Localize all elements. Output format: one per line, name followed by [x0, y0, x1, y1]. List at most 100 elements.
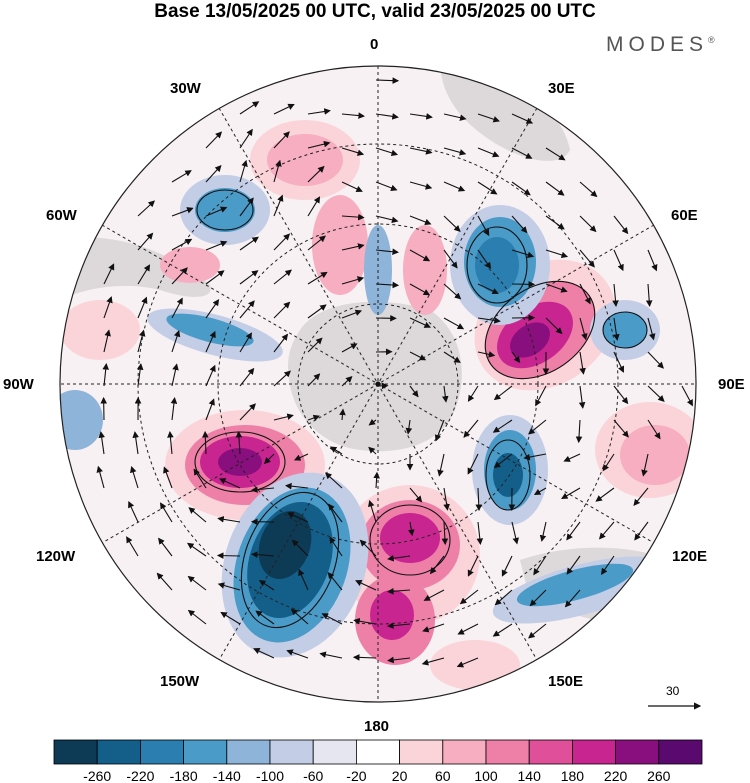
wind-vector — [511, 249, 535, 258]
wind-vector — [647, 317, 656, 341]
lon-label-120e: 120E — [672, 548, 708, 565]
wind-vector — [171, 267, 188, 285]
wind-vector — [405, 419, 413, 435]
lon-label-120w: 120W — [36, 548, 76, 565]
wind-vector — [273, 301, 291, 319]
wind-vector — [137, 296, 148, 319]
wind-vector — [368, 499, 377, 523]
wind-vector — [492, 419, 513, 433]
wind-vector — [602, 453, 615, 472]
wind-vector — [239, 270, 259, 285]
wind-vector — [307, 140, 331, 149]
lon-label-60w: 60W — [46, 207, 77, 224]
wind-vector — [579, 351, 586, 375]
wind-vector — [156, 572, 173, 591]
wind-vector — [545, 215, 565, 230]
africa-land — [440, 66, 570, 161]
wind-vector — [341, 376, 353, 387]
wind-vector — [341, 309, 363, 319]
wind-vector — [126, 536, 139, 557]
wind-vector — [167, 431, 174, 455]
wind-vector — [307, 337, 323, 353]
wind-vector — [409, 181, 433, 190]
wind-vector — [437, 453, 445, 477]
wind-vector — [578, 385, 586, 409]
wind-vector — [409, 215, 432, 226]
wind-vector — [566, 521, 581, 541]
wind-vector — [375, 215, 399, 224]
wind-vector — [511, 521, 519, 545]
wind-vector — [613, 215, 629, 235]
wind-vector — [511, 113, 534, 124]
wind-vector — [443, 249, 458, 269]
wind-vector — [328, 503, 343, 523]
wind-vector — [205, 364, 216, 387]
wind-vector — [239, 403, 256, 421]
wind-vector — [171, 207, 194, 217]
wind-vector — [273, 103, 295, 115]
wind-vector — [477, 351, 496, 358]
pos-anomaly — [510, 322, 550, 358]
wind-vector — [561, 487, 581, 500]
wind-vector — [137, 329, 146, 353]
pos-anomaly — [370, 590, 414, 640]
wind-vector — [329, 446, 343, 455]
wind-vector — [613, 385, 629, 405]
wind-vector — [443, 283, 462, 300]
wind-vector — [220, 611, 241, 625]
wind-vector — [341, 243, 365, 251]
wind-vector — [467, 453, 479, 475]
wind-vector — [409, 317, 431, 328]
wind-vector — [160, 502, 173, 523]
neg-anomaly — [475, 237, 519, 293]
wind-vector — [566, 555, 581, 575]
wind-vector — [373, 471, 380, 489]
wind-vector — [595, 487, 615, 502]
wind-vector — [463, 419, 479, 438]
wind-vector — [136, 363, 144, 387]
wind-vector — [188, 507, 207, 523]
wind-vector — [598, 521, 615, 540]
wind-vector — [235, 430, 243, 455]
wind-vector — [205, 298, 220, 319]
wind-vector — [171, 363, 179, 387]
lon-label-90w: 90W — [3, 376, 34, 393]
wind-vector — [442, 385, 449, 403]
wind-vector — [529, 589, 547, 607]
wind-vector — [409, 283, 431, 296]
wind-vector — [273, 194, 284, 217]
wind-vector — [137, 200, 156, 217]
wind-vector — [218, 478, 241, 489]
wind-vector — [647, 419, 661, 440]
wind-vector — [511, 147, 533, 159]
wind-vector — [285, 482, 309, 490]
wind-vector — [130, 465, 139, 489]
lon-label-150w: 150W — [160, 673, 200, 690]
wind-vector — [171, 170, 192, 183]
wind-vector — [477, 283, 499, 295]
wind-vector — [600, 555, 615, 576]
wind-vector — [456, 657, 479, 668]
wind-vector — [251, 486, 275, 493]
wind-vector — [103, 263, 115, 285]
wind-vector — [205, 240, 228, 251]
wind-vector — [158, 537, 173, 557]
wind-vector — [681, 385, 693, 407]
lon-label-90e: 90E — [718, 376, 745, 393]
wind-vector — [263, 453, 275, 465]
wind-vector — [613, 249, 624, 272]
wind-vector — [375, 248, 399, 256]
wind-vector — [321, 613, 343, 625]
wind-vector — [205, 131, 223, 149]
wind-vector — [239, 197, 254, 217]
wind-vector — [533, 487, 547, 496]
land-layer — [60, 66, 696, 640]
wind-vector — [171, 297, 183, 319]
brand-logo: MODES® — [606, 33, 715, 56]
wind-vector — [641, 453, 649, 477]
wind-vector — [273, 333, 289, 353]
wind-vector — [545, 283, 568, 293]
wind-vector — [341, 147, 365, 156]
wind-vector — [251, 551, 275, 558]
wind-vector — [423, 589, 445, 601]
